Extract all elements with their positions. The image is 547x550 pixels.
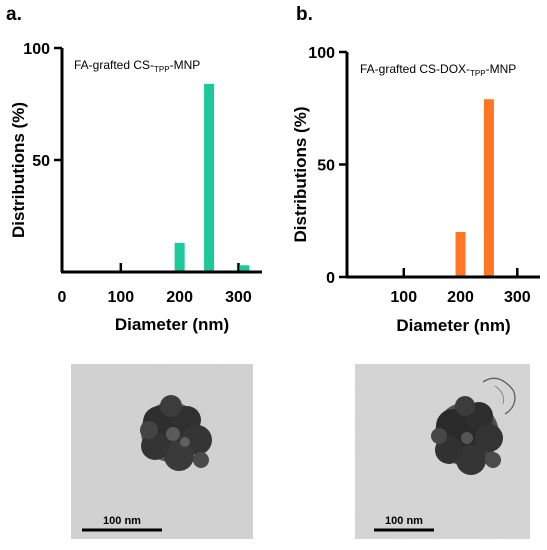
nanoparticle-cluster-b xyxy=(431,396,503,475)
panel-label-b: b. xyxy=(296,4,313,25)
scale-bar-label-b: 100 nm xyxy=(385,515,423,527)
nanoparticle-cluster-a xyxy=(140,395,212,471)
x-tick-label: 300 xyxy=(504,289,531,306)
y-tick-label: 50 xyxy=(317,158,335,175)
scale-bar-label-a: 100 nm xyxy=(103,515,141,527)
x-axis-title: Diameter (nm) xyxy=(396,316,510,335)
x-tick-label: 100 xyxy=(107,289,134,306)
bar xyxy=(455,232,466,276)
y-axis-title: Distributions (%) xyxy=(9,102,28,238)
x-tick-label: 100 xyxy=(390,289,417,306)
y-axis-title: Distributions (%) xyxy=(291,107,310,243)
y-tick-label: 100 xyxy=(308,45,335,62)
x-tick-label: 0 xyxy=(58,289,67,306)
y-tick-label: 100 xyxy=(23,41,50,58)
y-tick-label: 50 xyxy=(32,153,50,170)
tem-image-a: 100 nm xyxy=(71,364,253,539)
x-tick-label: 200 xyxy=(166,289,193,306)
panel-label-a: a. xyxy=(6,4,22,25)
bar xyxy=(174,242,185,271)
x-axis-title: Diameter (nm) xyxy=(115,315,229,334)
tem-image-b: 100 nm xyxy=(355,364,530,539)
y-tick-label: 0 xyxy=(326,270,335,287)
sample-annotation: FA-grafted CS-DOX-TPP-MNP xyxy=(360,62,516,78)
bar xyxy=(239,265,250,271)
bar xyxy=(483,99,494,276)
x-tick-label: 200 xyxy=(447,289,474,306)
x-tick-label: 300 xyxy=(225,289,252,306)
sample-annotation: FA-grafted CS-TPP-MNP xyxy=(74,58,200,74)
bar xyxy=(204,83,215,271)
